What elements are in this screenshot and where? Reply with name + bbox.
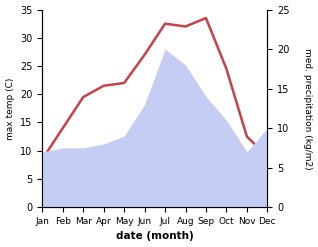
Y-axis label: max temp (C): max temp (C) bbox=[5, 77, 15, 140]
Y-axis label: med. precipitation (kg/m2): med. precipitation (kg/m2) bbox=[303, 48, 313, 169]
X-axis label: date (month): date (month) bbox=[116, 231, 194, 242]
